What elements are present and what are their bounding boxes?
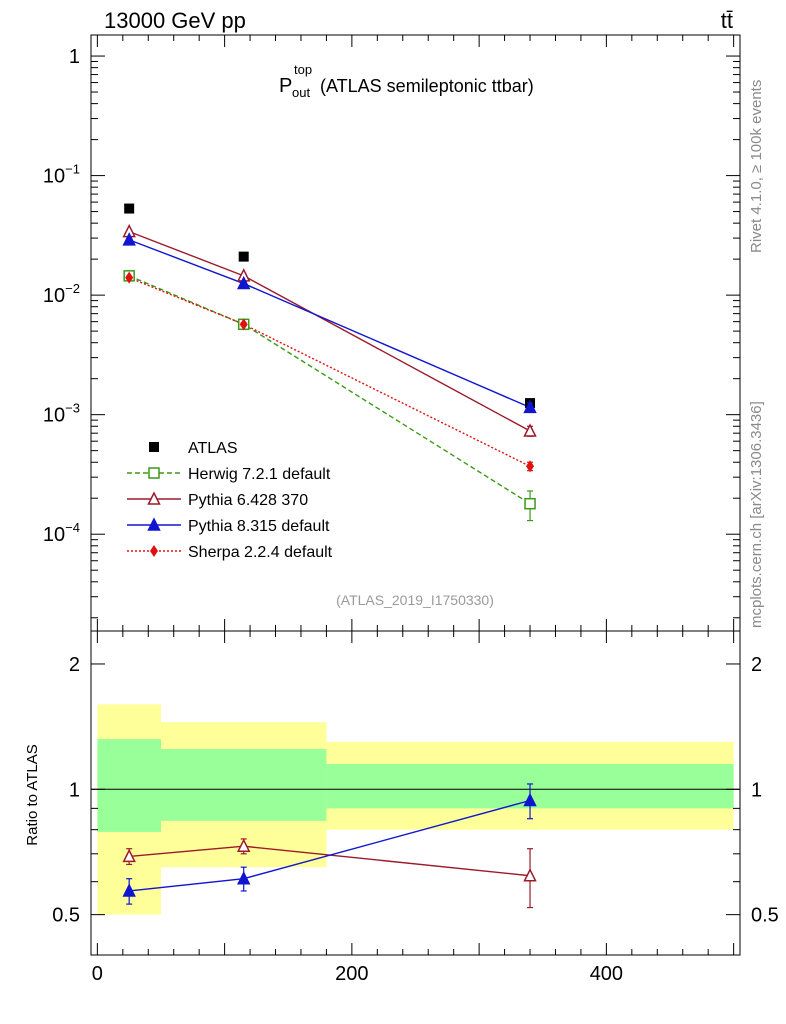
legend: ATLAS Herwig 7.2.1 default Pythia 6.428 37… — [127, 440, 333, 561]
plot-title: P top out (ATLAS semileptonic ttbar) — [279, 62, 534, 100]
data-point-atlas — [124, 203, 135, 214]
legend-label-pythia-6-428-370: Pythia 6.428 370 — [188, 492, 308, 509]
data-point-pythia-8-315-default — [236, 275, 251, 290]
y-tick-label: 10−3 — [43, 401, 80, 427]
ratio-point-pythia-8-315-default — [122, 883, 136, 897]
ratio-point-pythia-6-428-370 — [523, 868, 537, 882]
ratio-point-pythia-6-428-370 — [122, 848, 136, 863]
y-tick-label: 10−4 — [43, 520, 80, 546]
legend-entry-pythia-8-315-default: Pythia 8.315 default — [127, 517, 330, 535]
series-line-pythia-6-428-370 — [128, 230, 531, 432]
ratio-point-pythia-6-428-370 — [236, 838, 251, 852]
ratio-plot-axes: 0 200 400 0.5 0.5 1 1 2 2 — [52, 630, 779, 985]
ratio-point-pythia-8-315-default — [236, 871, 251, 885]
title-subscript: out — [292, 85, 310, 100]
legend-label-herwig-7-2-1-default: Herwig 7.2.1 default — [188, 466, 331, 483]
legend-entry-sherpa-2-2-4-default: Sherpa 2.2.4 default — [127, 544, 333, 561]
title-symbol: P — [279, 75, 292, 97]
legend-entry-pythia-6-428-370: Pythia 6.428 370 — [127, 491, 308, 509]
ratio-y-tick-label-left: 2 — [69, 654, 80, 676]
data-point-pythia-6-428-370 — [523, 423, 537, 437]
ratio-series-markers — [122, 783, 537, 909]
legend-label-sherpa-2-2-4-default: Sherpa 2.2.4 default — [188, 544, 333, 561]
legend-marker-atlas — [149, 442, 159, 452]
ratio-plot-frame — [90, 630, 741, 956]
ratio-point-pythia-8-315-default — [523, 792, 537, 807]
ratio-y-tick-label-right: 2 — [751, 654, 762, 676]
y-tick-exponent: −3 — [65, 401, 80, 416]
legend-marker-sherpa-2-2-4-default — [150, 545, 158, 557]
main-plot-axes: 1 10−1 10−2 10−3 10−4 — [43, 34, 741, 632]
y-tick-label: 10−1 — [43, 162, 80, 188]
y-tick-label: 1 — [69, 46, 80, 68]
analysis-id-label: (ATLAS_2019_I1750330) — [336, 592, 494, 608]
legend-marker-pythia-8-315-default — [147, 517, 161, 531]
ratio-axis-label: Ratio to ATLAS — [24, 744, 41, 845]
energy-label: 13000 GeV pp — [104, 8, 246, 33]
rivet-version-label: Rivet 4.1.0, ≥ 100k events — [748, 80, 765, 253]
ratio-y-tick-label-right: 0.5 — [751, 905, 779, 927]
legend-label-pythia-8-315-default: Pythia 8.315 default — [188, 518, 330, 535]
data-point-sherpa-2-2-4-default — [526, 460, 535, 473]
main-plot-frame — [90, 34, 741, 632]
y-tick-label: 10−2 — [43, 281, 80, 307]
title-text: (ATLAS semileptonic ttbar) — [320, 76, 534, 96]
series-line-pythia-8-315-default — [128, 239, 531, 409]
y-tick-exponent: −2 — [65, 281, 80, 296]
ratio-uncertainty-bands — [91, 704, 740, 915]
data-point-pythia-8-315-default — [523, 399, 537, 414]
data-point-sherpa-2-2-4-default — [239, 318, 248, 331]
ratio-y-tick-label-left: 0.5 — [52, 905, 80, 927]
title-superscript: top — [294, 62, 312, 77]
data-point-sherpa-2-2-4-default — [125, 271, 134, 284]
ratio-y-tick-label-right: 1 — [751, 779, 762, 801]
legend-entry-atlas: ATLAS — [149, 440, 238, 457]
data-point-pythia-8-315-default — [122, 232, 136, 246]
process-label: tt̄ — [721, 8, 733, 33]
legend-label-atlas: ATLAS — [188, 440, 238, 457]
x-tick-label: 0 — [92, 963, 103, 985]
mcplots-reference-label: mcplots.cern.ch [arXiv:1306.3436] — [748, 401, 765, 628]
data-point-herwig-7-2-1-default — [524, 497, 536, 510]
main-series-lines — [128, 230, 531, 505]
legend-marker-pythia-6-428-370 — [147, 491, 161, 505]
x-tick-label: 400 — [590, 963, 623, 985]
ratio-band-green — [160, 748, 327, 821]
legend-marker-herwig-7-2-1-default — [148, 467, 160, 479]
data-point-atlas — [238, 251, 249, 262]
x-tick-label: 200 — [335, 963, 368, 985]
legend-entry-herwig-7-2-1-default: Herwig 7.2.1 default — [127, 466, 331, 483]
series-line-sherpa-2-2-4-default — [128, 277, 531, 467]
y-tick-exponent: −1 — [65, 162, 80, 177]
ratio-y-tick-label-left: 1 — [69, 779, 80, 801]
y-tick-exponent: −4 — [65, 520, 80, 535]
ratio-band-green — [97, 739, 161, 832]
main-series-markers — [122, 203, 537, 522]
